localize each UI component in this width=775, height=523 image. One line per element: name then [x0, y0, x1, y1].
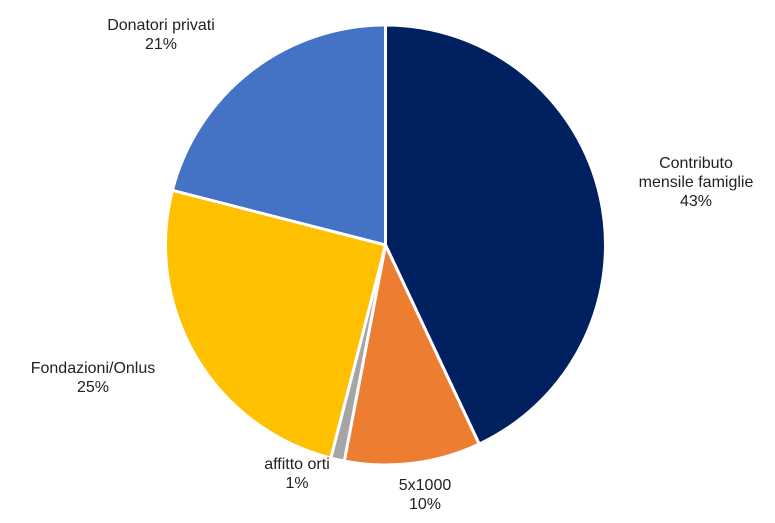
- pie-slice-0: [384, 23, 607, 446]
- slice-label-3: Fondazioni/Onlus 25%: [31, 360, 156, 396]
- slice-name-0: mensile famiglie: [639, 174, 754, 191]
- slice-labels: Contributo mensile famiglie 43% 5x1000 10% af…: [31, 17, 754, 513]
- pie-slice-4: [170, 23, 387, 247]
- slice-name-3: Fondazioni/Onlus: [31, 360, 156, 377]
- slice-percent-3: 25%: [77, 379, 109, 396]
- slice-label-2: affitto orti 1%: [264, 456, 330, 492]
- slice-label-4: Donatori privati 21%: [107, 17, 215, 53]
- slice-name-2: affitto orti: [264, 456, 330, 473]
- slice-label-1: 5x1000 10%: [399, 477, 452, 513]
- slice-percent-4: 21%: [145, 36, 177, 53]
- pie-slice-1: [342, 243, 481, 467]
- slice-name-1: 5x1000: [399, 477, 452, 494]
- slice-percent-0: 43%: [680, 193, 712, 210]
- slice-label-0: Contributo mensile famiglie 43%: [639, 155, 754, 210]
- pie-slices: [164, 23, 607, 467]
- pie-slice-3: [164, 188, 387, 460]
- slice-percent-2: 1%: [285, 475, 308, 492]
- slice-name-0: Contributo: [659, 155, 733, 172]
- slice-percent-1: 10%: [409, 496, 441, 513]
- slice-name-4: Donatori privati: [107, 17, 215, 34]
